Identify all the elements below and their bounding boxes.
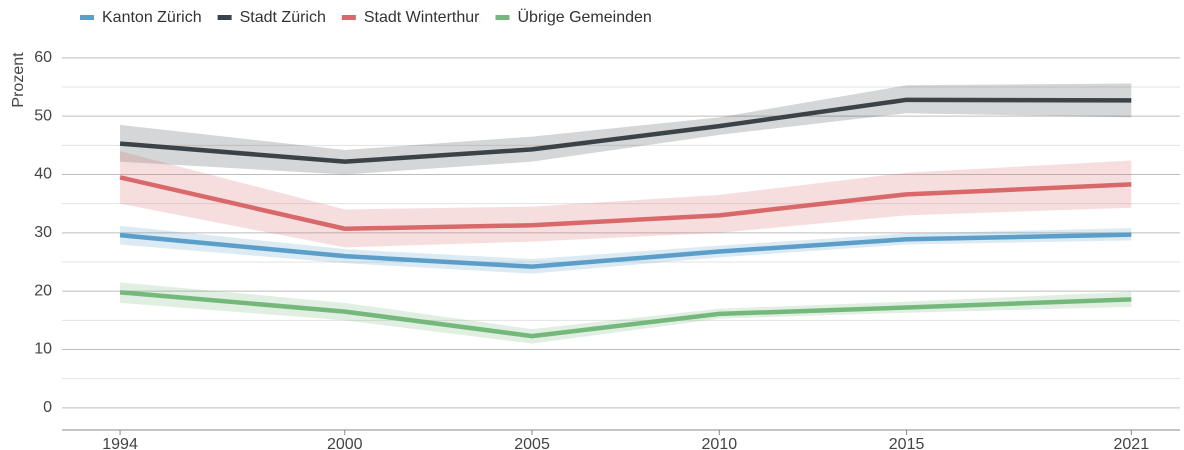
legend-text: Stadt Zürich (240, 9, 326, 26)
legend-swatch (217, 15, 232, 20)
legend-text: Kanton Zürich (102, 9, 202, 26)
y-tick-label: 40 (34, 166, 52, 183)
y-tick-label: 60 (34, 49, 52, 66)
x-tick-label: 2000 (327, 436, 363, 450)
series-line (119, 232, 1132, 269)
series-line (119, 290, 1132, 339)
y-tick-label: 10 (34, 341, 52, 358)
x-tick-label: 2005 (514, 436, 550, 450)
confidence-band (120, 83, 1132, 175)
legend-swatch (341, 15, 356, 20)
y-tick-label: 0 (43, 399, 52, 416)
x-tick-label: 1994 (102, 436, 138, 450)
series-line (119, 175, 1132, 231)
x-tick-label: 2010 (702, 436, 738, 450)
x-tick-label: 2021 (1114, 436, 1150, 450)
confidence-band (120, 151, 1132, 248)
confidence-band (120, 282, 1132, 344)
legend-text: Übrige Gemeinden (517, 8, 651, 26)
series-line (119, 97, 1132, 164)
y-axis-label: Prozent (10, 52, 27, 108)
x-tick-label: 2015 (889, 436, 925, 450)
confidence-band (120, 225, 1132, 274)
legend-swatch (80, 15, 94, 20)
y-tick-label: 30 (34, 224, 52, 241)
legend-swatch (495, 15, 510, 20)
y-tick-label: 20 (34, 282, 52, 299)
legend-text: Stadt Winterthur (364, 9, 480, 26)
y-tick-label: 50 (34, 107, 52, 124)
